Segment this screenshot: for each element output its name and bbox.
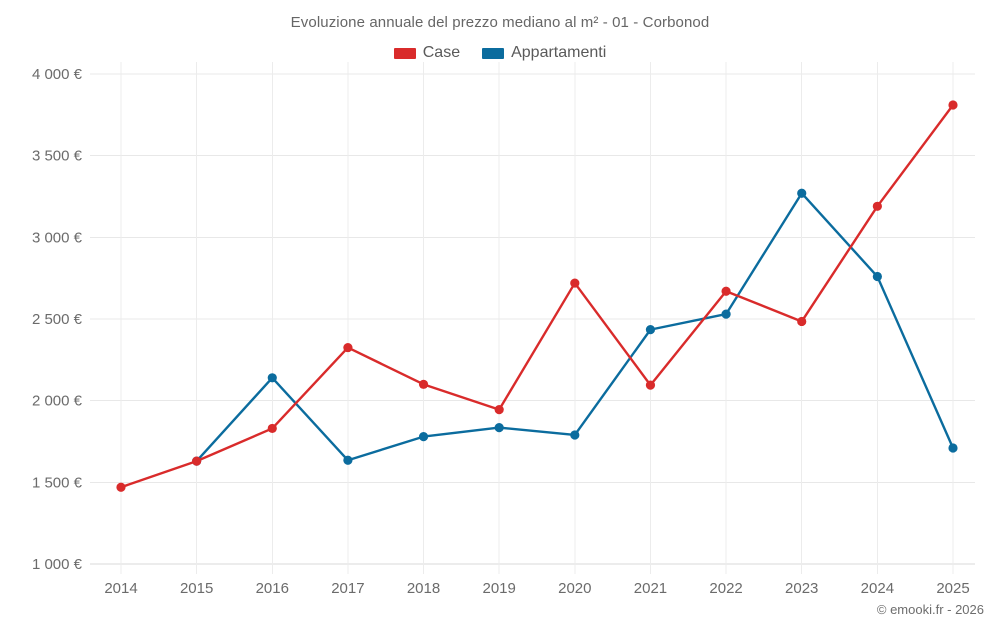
series-appartamenti — [192, 188, 958, 466]
y-axis-tick-label: 3 500 € — [32, 148, 83, 165]
data-point[interactable] — [948, 443, 958, 453]
y-axis-tick-label: 2 500 € — [32, 311, 83, 328]
data-point[interactable] — [872, 201, 882, 211]
data-point[interactable] — [797, 316, 807, 327]
data-point[interactable] — [494, 423, 504, 433]
data-point[interactable] — [570, 278, 580, 288]
chart-title: Evoluzione annuale del prezzo mediano al… — [290, 14, 710, 31]
x-axis-tick-label: 2015 — [180, 580, 213, 597]
series-line-case — [119, 103, 955, 489]
y-axis-tick-label: 1 000 € — [32, 556, 83, 573]
data-point[interactable] — [192, 456, 202, 466]
data-point[interactable] — [418, 432, 429, 442]
x-axis-tick-label: 2023 — [785, 580, 818, 597]
data-point[interactable] — [872, 271, 882, 282]
chart-legend: Case Appartamenti — [0, 44, 1000, 62]
x-axis-tick-label: 2025 — [936, 580, 969, 597]
x-axis-tick-label: 2020 — [558, 580, 591, 597]
x-axis-tick-label: 2017 — [331, 580, 364, 597]
legend-swatch-case — [393, 47, 416, 59]
y-axis-tick-label: 4 000 € — [32, 66, 83, 83]
legend-item-appartamenti[interactable]: Appartamenti — [482, 44, 606, 62]
data-point[interactable] — [267, 373, 277, 383]
data-point[interactable] — [721, 309, 731, 319]
data-point[interactable] — [797, 188, 807, 198]
data-point[interactable] — [645, 325, 656, 335]
x-axis-tick-label: 2019 — [482, 580, 515, 597]
legend-label-appartamenti: Appartamenti — [511, 44, 607, 61]
legend-label-case: Case — [422, 44, 461, 61]
x-axis-tick-label: 2024 — [861, 580, 894, 597]
data-point[interactable] — [494, 405, 504, 415]
data-point[interactable] — [267, 423, 277, 434]
series-case — [116, 100, 958, 492]
data-point[interactable] — [116, 482, 126, 492]
data-point[interactable] — [418, 379, 429, 389]
gridlines — [90, 62, 975, 574]
data-point[interactable] — [721, 286, 731, 296]
data-point[interactable] — [343, 455, 353, 465]
legend-item-case[interactable]: Case — [393, 44, 461, 62]
y-axis-tick-label: 3 000 € — [32, 229, 83, 246]
data-point[interactable] — [645, 380, 656, 390]
y-axis-tick-label: 1 500 € — [32, 474, 83, 491]
x-axis-tick-label: 2018 — [407, 580, 440, 597]
data-point[interactable] — [570, 430, 580, 440]
data-point[interactable] — [948, 100, 958, 110]
copyright-credit: © emooki.fr - 2026 — [876, 602, 984, 617]
data-point[interactable] — [343, 342, 353, 353]
x-axis-tick-label: 2022 — [709, 580, 742, 597]
legend-swatch-appartamenti — [482, 47, 505, 59]
y-axis-tick-label: 2 000 € — [32, 393, 83, 410]
x-axis-tick-label: 2021 — [634, 580, 667, 597]
x-axis-tick-label: 2016 — [256, 580, 289, 597]
x-axis-tick-label: 2014 — [104, 580, 137, 597]
